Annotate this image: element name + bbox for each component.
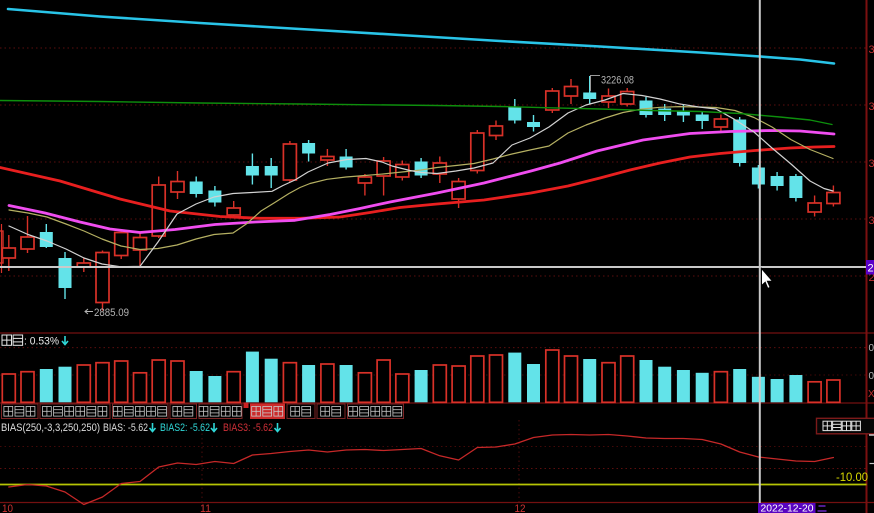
svg-text:BIAS: -5.62: BIAS: -5.62 — [103, 422, 148, 434]
svg-text:3: 3 — [869, 101, 874, 113]
svg-text:-10.00: -10.00 — [836, 470, 868, 484]
svg-text:0: 0 — [869, 371, 874, 382]
svg-text:10: 10 — [2, 503, 13, 513]
svg-text:0: 0 — [869, 343, 874, 354]
svg-text:2: 2 — [869, 272, 874, 284]
svg-text:BIAS2: -5.62: BIAS2: -5.62 — [160, 422, 210, 434]
svg-text:11: 11 — [200, 503, 211, 513]
svg-text:2885.09: 2885.09 — [94, 307, 129, 319]
svg-text:29: 29 — [868, 263, 874, 275]
svg-text:BIAS(250,-3,3,250,250): BIAS(250,-3,3,250,250) — [1, 422, 100, 434]
svg-text:12: 12 — [515, 503, 526, 513]
svg-text:: 0.53%: : 0.53% — [24, 336, 59, 348]
svg-text:2022-12-20: 2022-12-20 — [761, 504, 814, 513]
svg-text:3: 3 — [869, 158, 874, 170]
svg-text:3: 3 — [869, 215, 874, 227]
svg-text:3226.08: 3226.08 — [601, 75, 634, 87]
svg-text:X: X — [868, 389, 874, 400]
svg-text:BIAS3: -5.62: BIAS3: -5.62 — [223, 422, 273, 434]
svg-text:3: 3 — [869, 44, 874, 56]
